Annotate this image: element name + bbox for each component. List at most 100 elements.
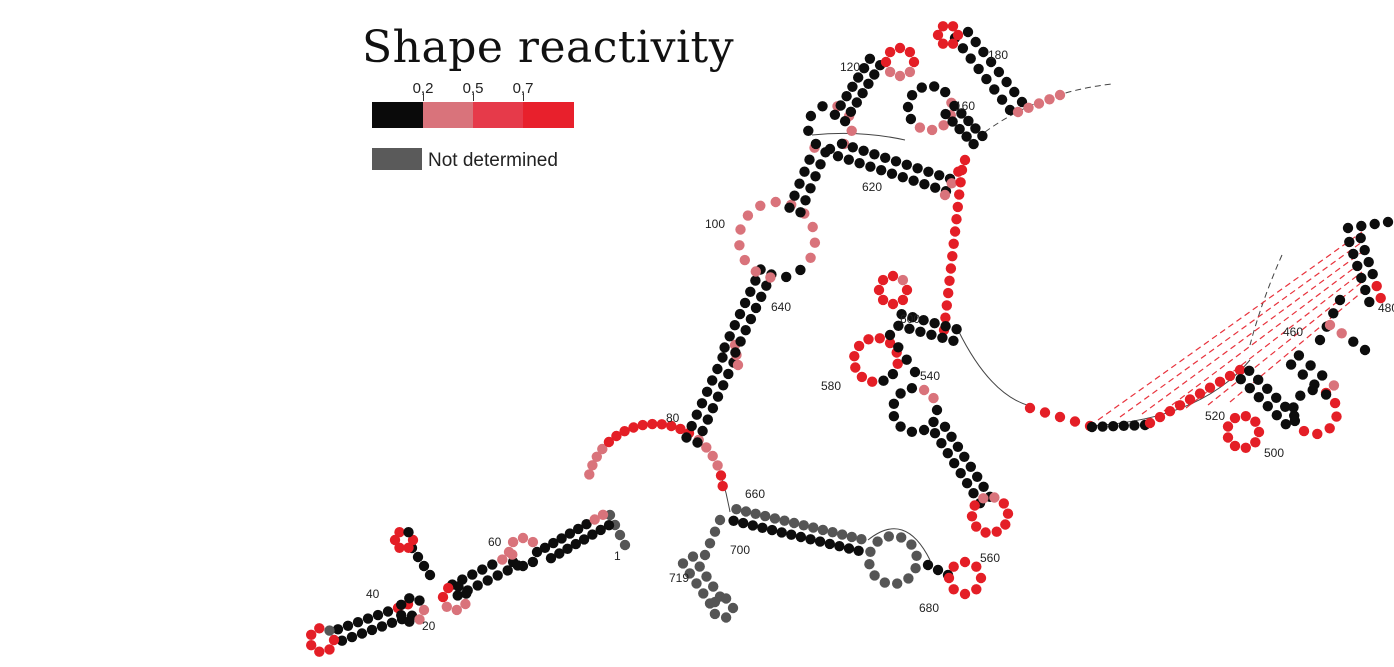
nucleotide <box>893 342 904 353</box>
position-label: 460 <box>1283 325 1303 339</box>
backbone-line <box>1249 254 1283 346</box>
nucleotide <box>760 510 771 522</box>
nucleotide <box>1194 388 1206 399</box>
nucleotide <box>619 539 631 551</box>
nucleotide <box>971 584 982 595</box>
nucleotide <box>707 450 718 462</box>
nucleotide <box>978 493 989 504</box>
nucleotide <box>824 538 835 550</box>
nucleotide <box>804 154 815 165</box>
nucleotide <box>366 624 378 636</box>
nucleotide <box>704 538 716 549</box>
nucleotide <box>1356 272 1367 284</box>
nucleotide <box>603 436 615 448</box>
nucleotide <box>952 29 964 41</box>
nucleotide <box>424 569 436 581</box>
nucleotide <box>892 358 903 369</box>
nucleotides <box>306 21 1394 657</box>
nucleotide <box>686 420 697 432</box>
nucleotide <box>1297 369 1309 380</box>
nucleotide <box>805 183 816 194</box>
position-label: 500 <box>1264 446 1284 460</box>
nucleotide <box>1086 421 1098 433</box>
nucleotide <box>712 363 723 375</box>
nucleotide <box>936 438 947 449</box>
nucleotide <box>1164 406 1176 417</box>
nucleotide <box>691 578 702 589</box>
nucleotide <box>799 166 810 177</box>
nucleotide <box>795 531 807 543</box>
nucleotide <box>865 161 876 172</box>
nucleotide <box>1229 412 1241 424</box>
nucleotide <box>880 56 892 68</box>
nucleotide <box>1359 244 1370 256</box>
backbone-line <box>1097 231 1363 421</box>
nucleotide <box>441 601 452 612</box>
nucleotide <box>966 511 978 522</box>
nucleotide <box>698 588 709 599</box>
nucleotide <box>810 171 821 182</box>
nucleotide <box>905 113 917 125</box>
nucleotide <box>460 598 471 610</box>
nucleotide <box>739 254 750 266</box>
nucleotide <box>896 309 907 320</box>
nucleotide <box>701 571 712 582</box>
nucleotide <box>834 541 845 552</box>
nucleotide <box>878 375 889 386</box>
nucleotide <box>453 581 464 592</box>
nucleotide <box>975 572 987 584</box>
position-label: 100 <box>705 217 725 231</box>
nucleotide <box>795 264 806 276</box>
nucleotide <box>836 138 848 149</box>
nucleotide <box>740 506 752 517</box>
nucleotide <box>718 380 729 391</box>
nucleotide <box>404 616 415 627</box>
not-determined-label: Not determined <box>428 150 558 171</box>
position-label: 1 <box>614 549 621 563</box>
position-label: 719 <box>669 571 689 585</box>
nucleotide <box>628 422 639 433</box>
nucleotide <box>720 593 732 604</box>
nucleotide <box>1154 411 1166 423</box>
nucleotide <box>1280 419 1292 430</box>
nucleotide <box>336 635 348 646</box>
nucleotide <box>697 425 708 437</box>
nucleotide <box>808 522 819 533</box>
nucleotide <box>1004 104 1016 116</box>
position-label: 80 <box>666 411 680 425</box>
nucleotide <box>944 275 955 286</box>
nucleotide <box>742 210 754 221</box>
nucleotide <box>949 100 960 112</box>
nucleotide <box>1295 390 1306 401</box>
nucleotide <box>386 617 398 628</box>
nucleotide <box>949 226 961 237</box>
nucleotide <box>884 66 896 78</box>
position-label: 40 <box>366 587 380 601</box>
legend-title: Shape reactivity <box>362 22 735 73</box>
nucleotide <box>545 553 557 564</box>
nucleotide <box>382 606 394 617</box>
nucleotide <box>712 391 724 402</box>
nucleotide <box>849 351 860 362</box>
nucleotide <box>956 108 967 119</box>
nucleotide <box>531 546 543 558</box>
nucleotide <box>955 177 966 188</box>
nucleotide <box>1324 319 1336 331</box>
nucleotide <box>1253 374 1264 385</box>
nucleotide <box>884 329 896 341</box>
nucleotide <box>857 88 868 99</box>
nucleotide <box>342 620 354 631</box>
nucleotide <box>959 154 971 166</box>
nucleotide <box>916 82 927 93</box>
nucleotide <box>779 515 790 526</box>
nucleotide <box>467 569 478 580</box>
nucleotide <box>611 430 622 442</box>
position-label: 60 <box>488 535 502 549</box>
nucleotide <box>1001 76 1012 88</box>
nucleotide <box>403 527 414 538</box>
nucleotide <box>904 323 915 334</box>
nucleotide <box>437 591 449 603</box>
nucleotide <box>993 66 1005 78</box>
nucleotide <box>570 538 581 550</box>
nucleotide <box>414 595 425 606</box>
